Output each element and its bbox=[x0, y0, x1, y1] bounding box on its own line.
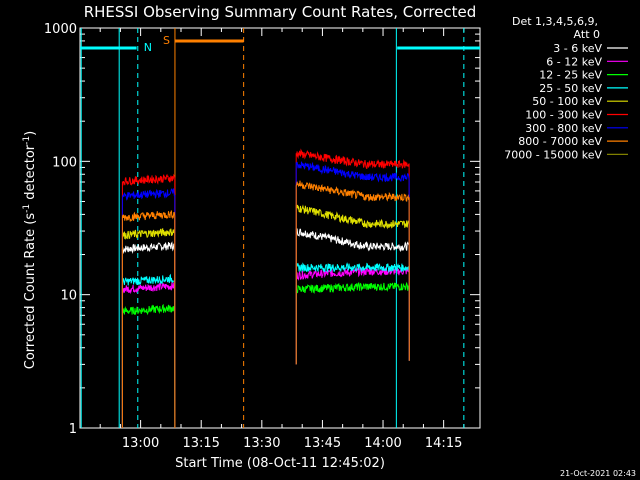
legend-header-line1: Det 1,3,4,5,6,9, bbox=[512, 15, 598, 28]
series-segment-2 bbox=[295, 281, 410, 365]
y-tick-label: 1000 bbox=[44, 22, 77, 37]
series-line bbox=[121, 148, 410, 429]
legend-entry-label: 3 - 6 keV bbox=[553, 42, 602, 55]
series-segment-2 bbox=[295, 266, 410, 365]
series-segment-1 bbox=[121, 241, 176, 429]
x-tick-label: 13:30 bbox=[243, 436, 280, 451]
series-line bbox=[121, 281, 410, 429]
series-line bbox=[121, 161, 410, 429]
y-axis-label: Corrected Count Rate (s-1 detector-1) bbox=[22, 131, 38, 369]
series-segment-2 bbox=[295, 204, 410, 365]
series-segment-2 bbox=[295, 180, 410, 365]
y-tick-label: 100 bbox=[52, 155, 77, 170]
x-tick-label: 14:00 bbox=[364, 436, 401, 451]
x-tick-label: 13:00 bbox=[122, 436, 159, 451]
series-line bbox=[121, 228, 410, 429]
plot-area: 1 10 100 1000 13:00 13:15 13:30 13:45 14:00 14:15… bbox=[44, 22, 481, 451]
series-segment-1 bbox=[121, 303, 176, 429]
legend-entry-label: 7000 - 15000 keV bbox=[504, 148, 602, 161]
y-axis-label-sup1: -1 bbox=[22, 204, 32, 213]
series-line bbox=[121, 204, 410, 429]
y-axis-label-part3: ) bbox=[23, 131, 38, 136]
series-segment-2 bbox=[295, 161, 410, 365]
series-line bbox=[121, 262, 410, 429]
series-line bbox=[121, 266, 410, 429]
night-label: N bbox=[144, 41, 152, 54]
x-axis-label: Start Time (08-Oct-11 12:45:02) bbox=[175, 456, 385, 471]
legend-entry-label: 50 - 100 keV bbox=[532, 95, 602, 108]
legend-entry-label: 100 - 300 keV bbox=[525, 109, 602, 122]
footer-timestamp: 21-Oct-2021 02:43 bbox=[560, 469, 636, 478]
series-segment-2 bbox=[295, 262, 410, 365]
chart-title: RHESSI Observing Summary Count Rates, Co… bbox=[84, 3, 477, 21]
legend-header-line2: Att 0 bbox=[574, 28, 600, 41]
series-segment-1 bbox=[121, 188, 176, 429]
series-segment-2 bbox=[295, 148, 410, 365]
series-segment-1 bbox=[121, 281, 176, 429]
y-tick-label: 1 bbox=[69, 422, 77, 437]
x-tick-label: 14:15 bbox=[425, 436, 462, 451]
legend-entry-label: 6 - 12 keV bbox=[546, 55, 602, 68]
series-segment-2 bbox=[295, 228, 410, 365]
legend-entry-label: 25 - 50 keV bbox=[539, 82, 602, 95]
legend-entry-label: 800 - 7000 keV bbox=[518, 135, 602, 148]
series-segment-1 bbox=[121, 210, 176, 429]
legend-entry-label: 12 - 25 keV bbox=[539, 69, 602, 82]
plot-frame bbox=[79, 27, 481, 429]
x-tick-label: 13:45 bbox=[304, 436, 341, 451]
y-axis-label-text: Corrected Count Rate (s-1 detector-1) bbox=[22, 131, 38, 369]
y-tick-label: 10 bbox=[60, 289, 77, 304]
series-segment-1 bbox=[121, 228, 176, 429]
legend-entry-label: 300 - 800 keV bbox=[525, 122, 602, 135]
series-segment-1 bbox=[121, 273, 176, 429]
y-axis-label-part1: Corrected Count Rate (s bbox=[23, 213, 38, 370]
y-axis-label-part2: detector bbox=[23, 144, 38, 204]
saa-label: S bbox=[163, 34, 170, 47]
x-tick-label: 13:15 bbox=[182, 436, 219, 451]
series-segment-1 bbox=[121, 173, 176, 429]
y-axis-label-sup2: -1 bbox=[22, 136, 32, 145]
series-line bbox=[121, 180, 410, 429]
